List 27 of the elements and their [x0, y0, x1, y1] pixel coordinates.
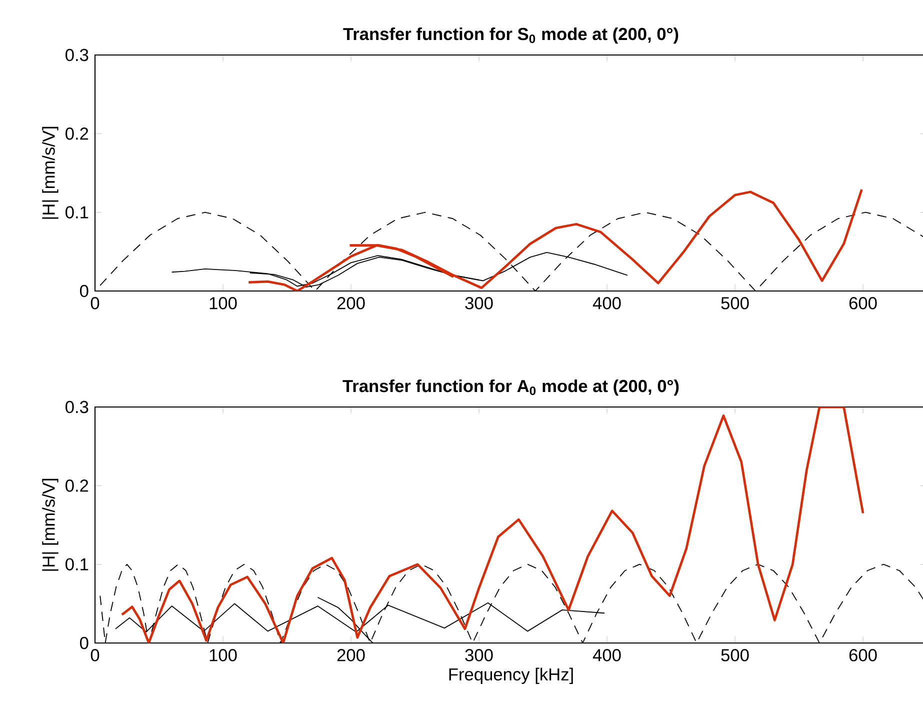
y-axis-title: |H| [mm/s/V]: [42, 126, 58, 219]
chart-title: Transfer function for S$_{0}$ mode at (200, 0°): [343, 27, 678, 44]
x-tick-label: 400: [592, 297, 621, 310]
x-tick-label: 200: [337, 649, 365, 662]
x-tick-label: 300: [465, 649, 493, 662]
x-tick-label: 0: [90, 649, 100, 662]
x-tick-label: 200: [337, 297, 365, 310]
y-tick-label: 0.3: [66, 400, 88, 414]
y-tick-label: 0.1: [66, 558, 88, 570]
x-tick-label: 600: [849, 297, 877, 310]
x-tick-label: 500: [721, 649, 749, 662]
x-tick-label: 500: [721, 297, 749, 310]
y-axis-title: |H| [mm/s/V]: [42, 478, 58, 571]
x-tick-label: 100: [210, 297, 237, 310]
x-tick-label: 0: [90, 297, 100, 310]
x-axis-title: Frequency [kHz]: [449, 668, 573, 684]
y-tick-label: 0.1: [66, 206, 88, 218]
y-tick-label: 0.2: [66, 128, 88, 140]
x-tick-label: 600: [849, 649, 877, 662]
x-tick-label: 100: [210, 649, 237, 662]
x-tick-label: 300: [465, 297, 493, 310]
y-tick-label: 0.2: [66, 480, 88, 492]
x-tick-label: 400: [592, 649, 621, 662]
y-tick-label: 0.3: [66, 48, 88, 62]
y-tick-label: 0: [80, 284, 88, 298]
y-tick-label: 0: [80, 636, 88, 650]
chart-title: Transfer function for A$_{0}$ mode at (200, 0°): [342, 379, 679, 396]
